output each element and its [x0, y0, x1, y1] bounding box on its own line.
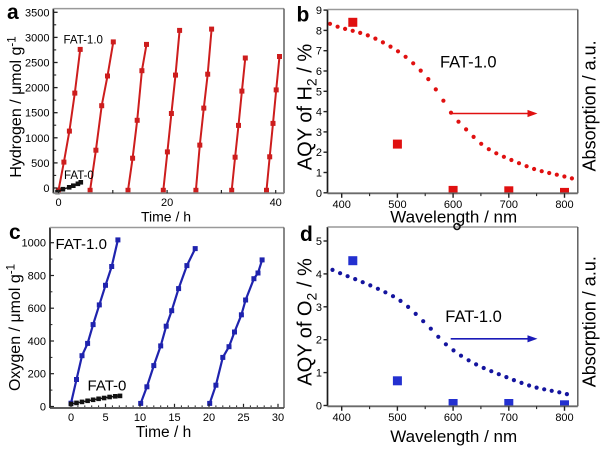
svg-text:FAT-0: FAT-0: [64, 170, 94, 182]
svg-text:25: 25: [237, 412, 249, 424]
svg-text:3: 3: [316, 127, 322, 139]
svg-text:800: 800: [28, 271, 46, 283]
svg-text:800: 800: [555, 199, 573, 211]
svg-text:FAT-1.0: FAT-1.0: [64, 35, 103, 47]
svg-text:3: 3: [316, 302, 322, 314]
svg-text:FAT-1.0: FAT-1.0: [56, 236, 107, 253]
svg-text:400: 400: [333, 412, 351, 424]
svg-text:b: b: [297, 4, 310, 27]
svg-text:Wavelength / nm: Wavelength / nm: [390, 427, 517, 446]
svg-text:6: 6: [316, 66, 322, 78]
svg-text:FAT-1.0: FAT-1.0: [440, 54, 497, 72]
svg-text:Absorption / a.u.: Absorption / a.u.: [580, 40, 600, 171]
svg-text:c: c: [9, 221, 21, 244]
svg-text:0: 0: [40, 402, 46, 414]
svg-text:5: 5: [102, 412, 108, 424]
svg-text:9: 9: [316, 5, 322, 17]
svg-text:700: 700: [500, 199, 518, 211]
svg-text:1500: 1500: [25, 108, 49, 120]
svg-text:8: 8: [316, 25, 322, 37]
svg-text:4: 4: [316, 107, 322, 119]
svg-text:600: 600: [28, 303, 46, 315]
svg-text:500: 500: [388, 199, 406, 211]
svg-text:0: 0: [43, 183, 49, 195]
svg-text:0: 0: [55, 197, 61, 209]
svg-text:700: 700: [500, 412, 518, 424]
svg-text:1000: 1000: [22, 238, 46, 250]
svg-text:3500: 3500: [25, 7, 49, 19]
svg-text:1: 1: [316, 168, 322, 180]
svg-text:a: a: [7, 1, 19, 24]
svg-text:2: 2: [316, 147, 322, 159]
svg-text:2500: 2500: [25, 58, 49, 70]
svg-text:400: 400: [333, 199, 351, 211]
svg-text:800: 800: [555, 412, 573, 424]
svg-text:400: 400: [28, 336, 46, 348]
svg-text:0: 0: [316, 188, 322, 200]
svg-text:10: 10: [134, 412, 146, 424]
svg-text:500: 500: [31, 158, 49, 170]
svg-text:0: 0: [68, 412, 74, 424]
svg-text:Absorption / a.u.: Absorption / a.u.: [580, 256, 600, 387]
svg-text:600: 600: [444, 412, 462, 424]
svg-text:500: 500: [388, 412, 406, 424]
svg-text:2: 2: [316, 335, 322, 347]
svg-text:15: 15: [168, 412, 180, 424]
svg-text:Hydrogen / μmol g-1: Hydrogen / μmol g-1: [7, 36, 26, 177]
svg-text:600: 600: [444, 199, 462, 211]
svg-text:200: 200: [28, 369, 46, 381]
svg-text:40: 40: [270, 197, 282, 209]
svg-text:1000: 1000: [25, 133, 49, 145]
svg-text:7: 7: [316, 46, 322, 58]
svg-text:30: 30: [272, 412, 284, 424]
svg-text:4: 4: [316, 269, 322, 281]
svg-text:FAT-0: FAT-0: [88, 378, 127, 395]
svg-text:FAT-1.0: FAT-1.0: [445, 308, 502, 326]
svg-text:d: d: [300, 223, 313, 246]
svg-text:AQY of O2 / %: AQY of O2 / %: [295, 258, 320, 386]
svg-text:20: 20: [161, 197, 173, 209]
svg-text:5: 5: [316, 86, 322, 98]
svg-text:Time / h: Time / h: [136, 424, 191, 441]
svg-text:20: 20: [203, 412, 215, 424]
svg-text:AQY of H2 / %: AQY of H2 / %: [295, 44, 320, 171]
svg-text:Time / h: Time / h: [141, 209, 191, 225]
svg-text:2000: 2000: [25, 83, 49, 95]
svg-text:0: 0: [316, 401, 322, 413]
svg-text:Wavelength / nm: Wavelength / nm: [390, 208, 517, 227]
svg-text:3000: 3000: [25, 32, 49, 44]
svg-text:Oxygen / μmol g-1: Oxygen / μmol g-1: [6, 264, 25, 391]
svg-text:1: 1: [316, 368, 322, 380]
svg-text:5: 5: [316, 236, 322, 248]
